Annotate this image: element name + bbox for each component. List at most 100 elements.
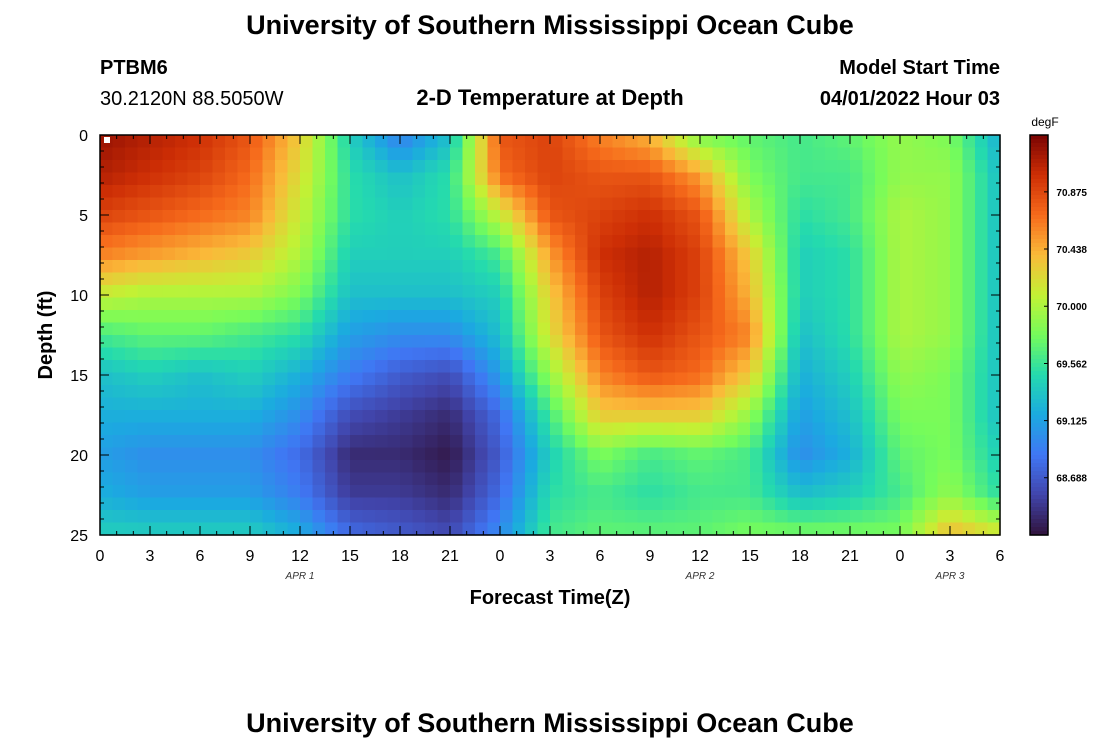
heatmap-cell [587,460,601,474]
heatmap-cell [637,322,651,336]
heatmap-cell [862,285,876,299]
heatmap-cell [450,147,464,161]
heatmap-cell [412,447,426,461]
heatmap-cell [625,247,639,261]
heatmap-cell [450,135,464,149]
heatmap-cell [725,222,739,236]
heatmap-cell [187,472,201,486]
heatmap-cell [237,285,251,299]
heatmap-cell [187,497,201,511]
heatmap-cell [487,410,501,424]
heatmap-cell [537,510,551,524]
heatmap-cell [850,272,864,286]
colorbar-segment [1030,419,1048,424]
heatmap-cell [375,510,389,524]
heatmap-cell [812,347,826,361]
heatmap-cell [462,422,476,436]
heatmap-cell [550,272,564,286]
x-tick-label: 15 [741,548,759,565]
heatmap-cell [912,247,926,261]
heatmap-cell [187,435,201,449]
heatmap-cell [887,510,901,524]
heatmap-cell [187,210,201,224]
heatmap-cell [912,347,926,361]
heatmap-cell [337,322,351,336]
heatmap-cell [262,422,276,436]
heatmap-cell [987,210,1001,224]
heatmap-cell [412,185,426,199]
heatmap-cell [675,347,689,361]
heatmap-cell [237,185,251,199]
heatmap-cell [237,385,251,399]
heatmap-cell [600,335,614,349]
heatmap-cell [837,197,851,211]
heatmap-cell [112,197,126,211]
heatmap-cell [225,510,239,524]
heatmap-cell [837,310,851,324]
heatmap-cell [937,510,951,524]
heatmap-cell [850,160,864,174]
heatmap-cell [425,447,439,461]
heatmap-cell [775,235,789,249]
colorbar-segment [1030,367,1048,372]
heatmap-cell [837,260,851,274]
heatmap-cell [862,222,876,236]
heatmap-cell [337,272,351,286]
heatmap-cell [662,322,676,336]
heatmap-cell [487,335,501,349]
heatmap-cell [500,372,514,386]
heatmap-cell [512,197,526,211]
heatmap-cell [762,247,776,261]
heatmap-cell [987,372,1001,386]
heatmap-cell [700,522,714,536]
heatmap-cell [650,135,664,149]
heatmap-cell [912,185,926,199]
heatmap-cell [425,235,439,249]
station-coordinates: 30.2120N 88.5050W [100,88,284,110]
heatmap-cell [162,472,176,486]
heatmap-cell [275,460,289,474]
heatmap-cell [175,497,189,511]
heatmap-cell [362,197,376,211]
heatmap-cell [887,447,901,461]
heatmap-cell [975,297,989,311]
heatmap-cell [475,347,489,361]
heatmap-cell [787,435,801,449]
heatmap-cell [350,372,364,386]
heatmap-cell [600,485,614,499]
heatmap-cell [337,435,351,449]
heatmap-cell [400,435,414,449]
heatmap-cell [587,447,601,461]
heatmap-cell [500,285,514,299]
heatmap-cell [687,310,701,324]
colorbar-segment [1030,507,1048,512]
heatmap-cell [337,360,351,374]
heatmap-cell [137,297,151,311]
heatmap-cell [275,397,289,411]
heatmap-cell [325,410,339,424]
heatmap-cell [987,485,1001,499]
heatmap-cell [300,297,314,311]
heatmap-cell [337,285,351,299]
heatmap-cell [712,297,726,311]
heatmap-cell [425,247,439,261]
heatmap-cell [550,260,564,274]
heatmap-cell [487,285,501,299]
heatmap-cell [125,472,139,486]
heatmap-cell [487,310,501,324]
heatmap-cell [675,297,689,311]
heatmap-cell [787,135,801,149]
heatmap-cell [512,522,526,536]
heatmap-cell [425,510,439,524]
heatmap-cell [137,435,151,449]
heatmap-cell [175,135,189,149]
heatmap-cell [787,185,801,199]
heatmap-cell [687,447,701,461]
heatmap-cell [887,472,901,486]
heatmap-cell [850,347,864,361]
heatmap-cell [850,210,864,224]
heatmap-cell [800,185,814,199]
heatmap-cell [287,485,301,499]
heatmap-cell [712,172,726,186]
heatmap-cell [550,497,564,511]
